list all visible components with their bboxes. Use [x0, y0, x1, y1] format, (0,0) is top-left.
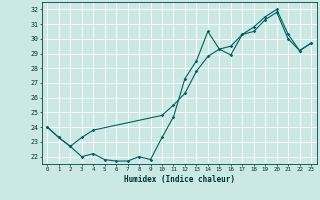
- X-axis label: Humidex (Indice chaleur): Humidex (Indice chaleur): [124, 175, 235, 184]
